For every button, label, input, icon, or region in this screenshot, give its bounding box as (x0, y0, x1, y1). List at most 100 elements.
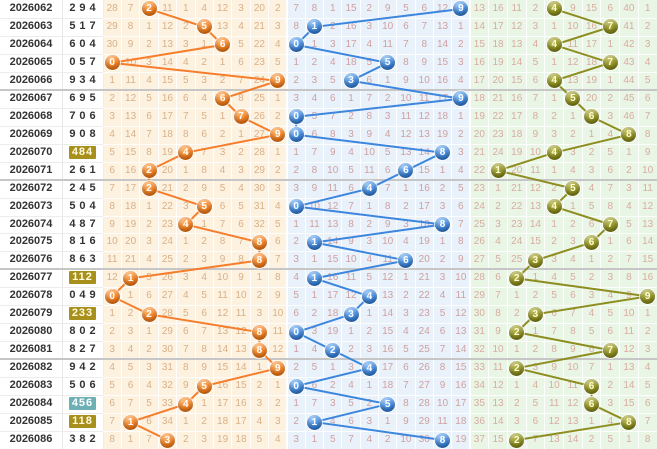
miss-cell: 10 (567, 20, 579, 32)
miss-cell: 15 (125, 146, 137, 158)
miss-cell: 27 (473, 254, 485, 266)
miss-cell: 11 (455, 290, 467, 302)
drawn-ball-units: 6 (584, 396, 600, 412)
miss-cell: 12 (272, 344, 284, 356)
drawn-ball-tens: 4 (361, 288, 377, 304)
miss-cell: 7 (183, 344, 189, 356)
miss-cell: 10 (235, 290, 247, 302)
miss-cell: 8 (329, 128, 336, 140)
miss-cell: 16 (418, 182, 430, 194)
miss-cell: 7 (219, 218, 226, 230)
miss-cell: 6 (495, 272, 501, 284)
result-cell: 863 (62, 251, 103, 269)
miss-cell: 13 (161, 38, 173, 50)
result-cell: 245 (62, 180, 103, 198)
miss-cell: 1 (439, 236, 446, 248)
miss-cell: 5 (329, 434, 336, 446)
miss-cell: 16 (161, 92, 173, 104)
result-column-border (103, 0, 104, 449)
miss-cell: 4 (183, 56, 189, 68)
result-value-highlighted: 112 (69, 271, 96, 285)
miss-cell: 2 (366, 218, 373, 230)
miss-cell: 5 (607, 146, 614, 158)
miss-cell: 12 (327, 200, 339, 212)
drawn-ball-tens: 4 (361, 181, 377, 197)
drawn-ball-hundreds: 2 (141, 181, 157, 197)
miss-cell: 6 (146, 416, 152, 428)
miss-cell: 12 (511, 20, 523, 32)
miss-cell: 7 (146, 434, 152, 446)
miss-cell: 1 (238, 128, 244, 140)
miss-cell: 15 (492, 434, 504, 446)
miss-cell: 15 (511, 74, 523, 86)
miss-cell: 4 (403, 326, 409, 338)
miss-cell: 2 (458, 128, 464, 140)
miss-cell: 2 (570, 218, 576, 230)
miss-cell: 30 (473, 308, 485, 320)
miss-cell: 9 (311, 182, 318, 194)
miss-cell: 5 (275, 218, 281, 230)
miss-cell: 17 (161, 110, 173, 122)
miss-cell: 1 (551, 164, 557, 176)
miss-cell: 5 (127, 362, 134, 374)
miss-cell: 31 (473, 326, 485, 338)
drawn-ball-hundreds: 8 (251, 252, 267, 268)
miss-cell: 9 (570, 3, 576, 14)
miss-cell: 2 (366, 398, 373, 410)
drawn-ball-tens: 0 (288, 109, 304, 125)
miss-cell: 3 (513, 416, 520, 428)
miss-cell: 9 (439, 380, 446, 392)
miss-cell: 13 (327, 218, 339, 230)
miss-cell: 16 (511, 92, 523, 104)
miss-cell: 12 (345, 290, 357, 302)
miss-cell: 9 (275, 290, 281, 302)
drawn-ball-hundreds: 2 (141, 306, 157, 322)
miss-cell: 7 (644, 416, 651, 428)
miss-cell: 18 (585, 56, 598, 68)
miss-cell: 3 (626, 182, 632, 194)
miss-cell: 6 (201, 128, 207, 140)
result-cell: 934 (62, 72, 103, 90)
row-divider-left (0, 395, 103, 397)
miss-cell: 18 (125, 200, 137, 212)
miss-cell: 34 (161, 416, 173, 428)
miss-cell: 3 (588, 164, 595, 176)
miss-cell: 10 (400, 434, 412, 446)
miss-cell: 30 (161, 344, 173, 356)
miss-cell: 8 (403, 398, 409, 410)
miss-cell: 1 (366, 200, 373, 212)
miss-cell: 3 (219, 146, 226, 158)
drawn-ball-tens: 0 (288, 324, 304, 340)
miss-cell: 1 (626, 434, 632, 446)
result-cell: 484 (62, 144, 103, 162)
miss-cell: 24 (253, 74, 265, 86)
miss-cell: 5 (348, 164, 354, 176)
miss-cell: 29 (106, 20, 118, 32)
miss-cell: 16 (382, 344, 394, 356)
miss-cell: 4 (551, 272, 557, 284)
drawn-ball-tens: 0 (288, 37, 304, 53)
miss-cell: 6 (293, 308, 299, 320)
miss-cell: 14 (382, 308, 394, 320)
miss-cell: 5 (275, 56, 281, 68)
period-cell: 2026076 (9, 253, 53, 266)
miss-cell: 2 (293, 416, 299, 428)
miss-cell: 17 (235, 416, 247, 428)
miss-cell: 2 (366, 3, 373, 14)
miss-cell: 10 (529, 146, 541, 158)
miss-cell: 11 (382, 254, 393, 266)
miss-cell: 5 (588, 326, 595, 338)
miss-cell: 30 (418, 434, 430, 446)
miss-cell: 23 (492, 128, 504, 140)
result-value: 908 (69, 127, 100, 140)
miss-cell: 2 (588, 272, 595, 284)
miss-cell: 5 (607, 434, 614, 446)
miss-cell: 13 (567, 416, 579, 428)
result-value: 294 (69, 2, 100, 14)
miss-cell: 21 (253, 20, 265, 32)
miss-cell: 1 (532, 272, 539, 284)
miss-cell: 1 (183, 3, 189, 14)
miss-cell: 11 (125, 74, 136, 86)
drawn-ball-units: 2 (509, 324, 525, 340)
miss-cell: 3 (532, 20, 539, 32)
